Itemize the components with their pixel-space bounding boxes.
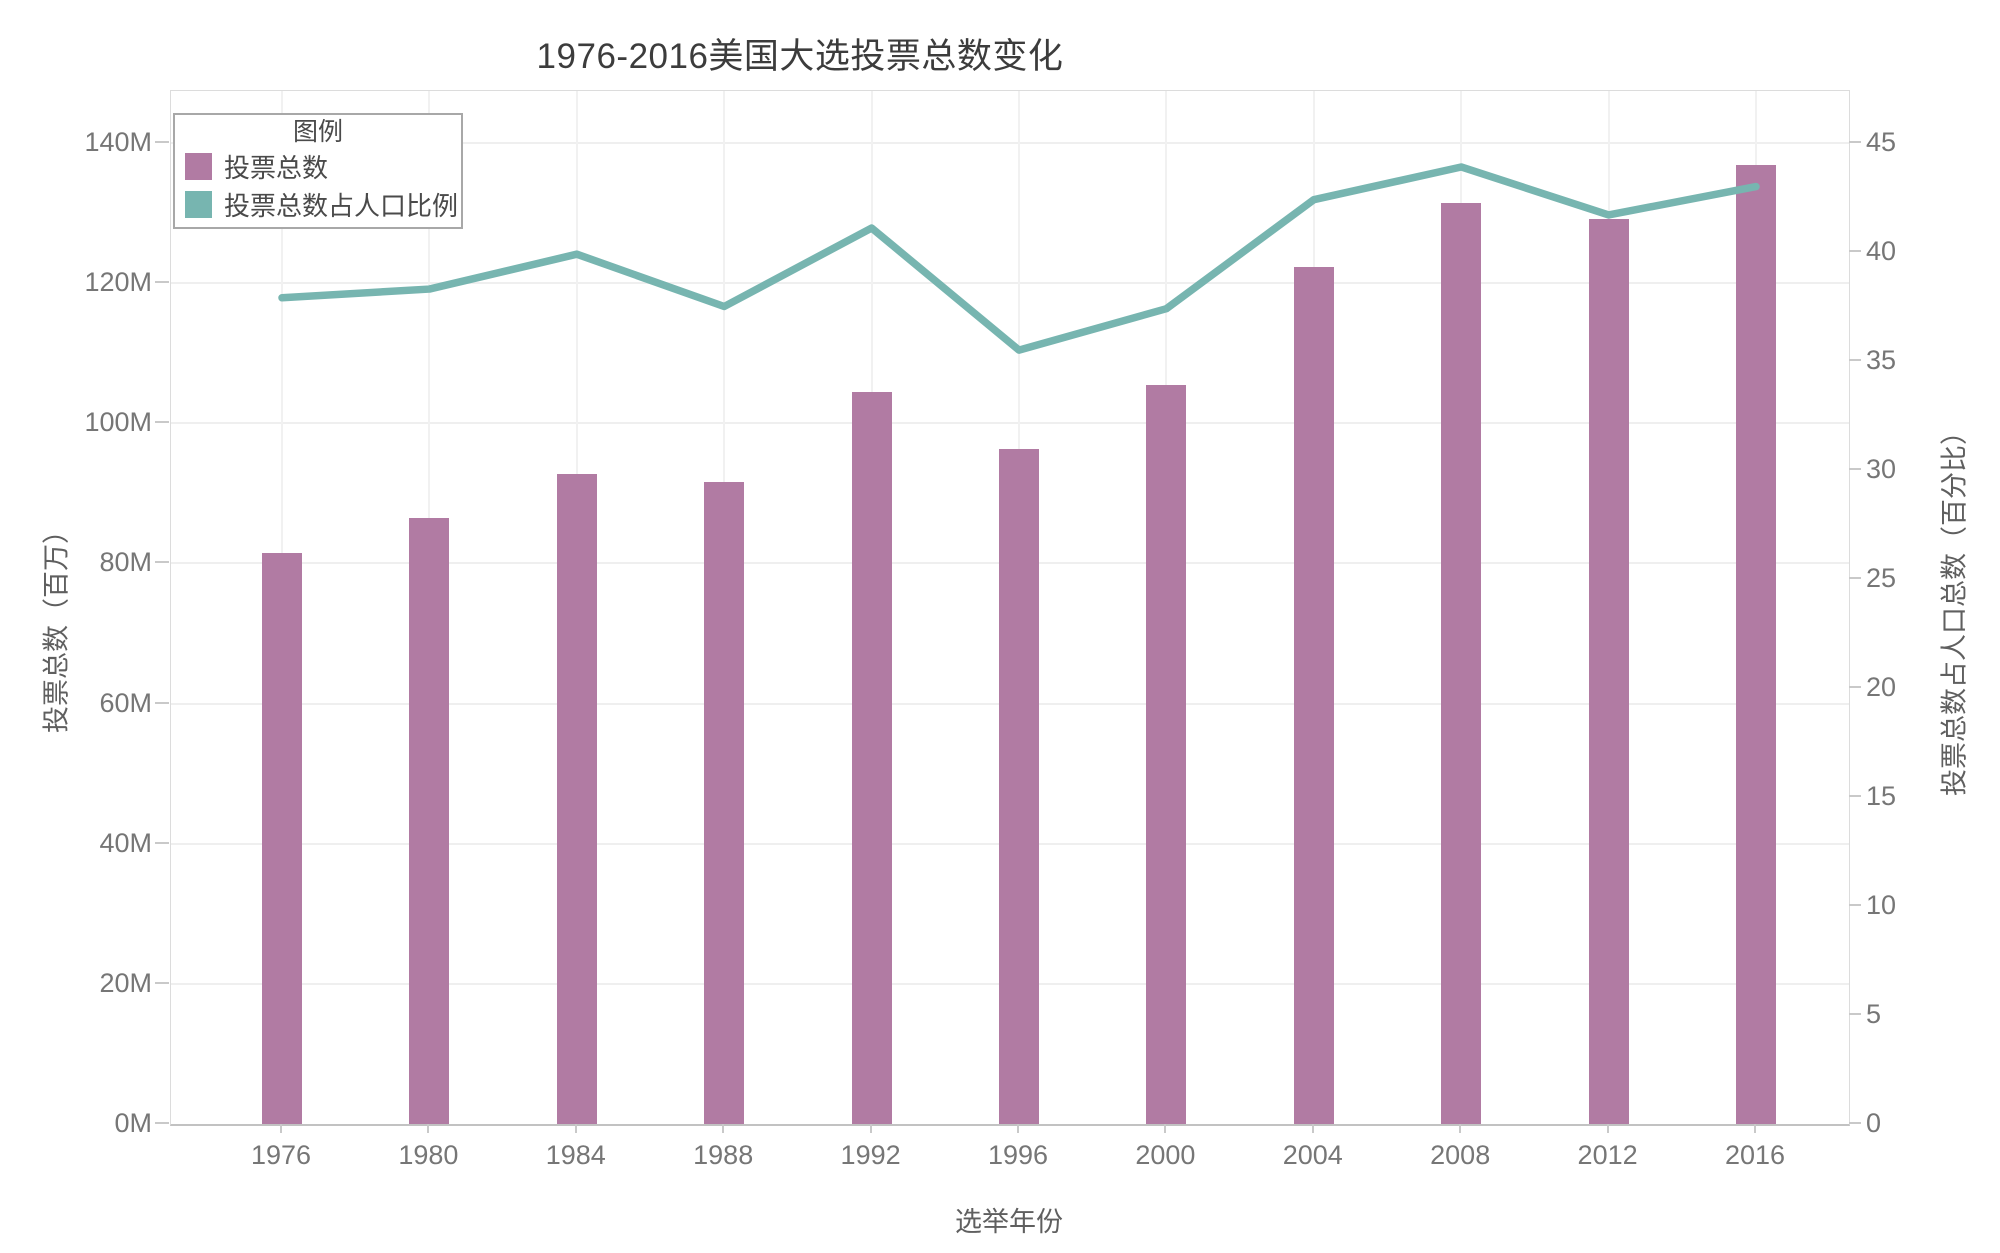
x-axis-tick: [1311, 1124, 1314, 1133]
legend-title: 图例: [292, 118, 343, 146]
y-axis-tick-left: [155, 1122, 169, 1124]
y-axis-tick-label-right: 20: [1866, 672, 1897, 702]
y-axis-tick-label-right: 10: [1866, 890, 1897, 920]
y-axis-tick-label-right: 45: [1866, 127, 1897, 157]
y-axis-tick-left: [155, 421, 169, 424]
gridline-h: [171, 282, 1849, 285]
y-axis-tick-label-right: 0: [1866, 1108, 1882, 1138]
y-axis-tick-right: [1849, 141, 1861, 143]
line-series: [278, 163, 1760, 354]
x-axis-tick-label: 2000: [1135, 1140, 1196, 1170]
x-axis-tick-label: 2008: [1430, 1140, 1491, 1170]
y-axis-tick-label-left: 100M: [84, 407, 152, 438]
y-axis-tick-label-right: 35: [1866, 345, 1897, 375]
bar-2016: [1736, 165, 1776, 1124]
y-axis-tick-right: [1849, 1013, 1861, 1015]
y-axis-tick-label-left: 60M: [99, 687, 152, 718]
y-axis-tick-right: [1849, 904, 1861, 906]
ratio-series-swatch: [185, 190, 212, 218]
bar-1996: [999, 449, 1039, 1124]
x-axis-tick: [722, 1124, 725, 1133]
y-axis-tick-label-left: 120M: [84, 267, 152, 298]
ratio-line: [278, 163, 1760, 354]
y-axis-tick-left: [155, 981, 169, 984]
bar-1980: [409, 517, 450, 1124]
x-axis-tick-label: 1996: [987, 1140, 1049, 1170]
y-axis-tick-right: [1849, 359, 1861, 361]
y-axis-title-left: 投票总数（百万）: [41, 517, 72, 733]
bar-1984: [556, 474, 597, 1124]
y-axis-tick-left: [155, 561, 169, 564]
x-axis-tick: [1459, 1124, 1462, 1133]
plot-area: 图例 投票总数 投票总数占人口比例: [170, 90, 1850, 1126]
legend-item-label: 投票总数占人口比例: [224, 190, 459, 221]
x-axis-tick: [280, 1124, 282, 1133]
x-axis-tick: [1017, 1124, 1019, 1133]
y-axis-tick-right: [1849, 795, 1861, 797]
x-axis-tick-label: 2012: [1577, 1140, 1638, 1170]
x-axis-tick-label: 1992: [840, 1140, 901, 1170]
x-axis-tick-label: 1984: [545, 1140, 606, 1170]
y-axis-tick-label-right: 25: [1866, 563, 1897, 593]
x-axis-tick: [574, 1124, 577, 1133]
x-axis-tick-label: 2016: [1724, 1140, 1786, 1170]
bar-2012: [1588, 219, 1629, 1124]
y-axis-tick-right: [1849, 577, 1861, 579]
votes-series-swatch: [185, 152, 212, 180]
x-axis-tick: [1164, 1124, 1167, 1133]
y-axis-tick-left: [155, 841, 169, 844]
legend-item-votes: 投票总数: [175, 147, 461, 185]
y-axis-tick-left: [155, 281, 169, 284]
legend: 图例 投票总数 投票总数占人口比例: [173, 113, 463, 229]
x-axis-tick-label: 1980: [398, 1140, 459, 1170]
y-axis-tick-right: [1849, 250, 1861, 252]
x-axis-tick: [1754, 1124, 1756, 1133]
x-axis-tick-label: 1988: [693, 1140, 754, 1170]
x-axis-tick: [427, 1124, 430, 1133]
y-axis-tick-label-left: 140M: [84, 127, 152, 157]
gridline-h: [171, 422, 1849, 425]
x-axis-tick-label: 2004: [1282, 1140, 1343, 1170]
y-axis-tick-label-left: 80M: [99, 547, 152, 578]
x-axis-tick: [1606, 1124, 1609, 1133]
y-axis-tick-label-left: 0M: [114, 1108, 152, 1138]
y-axis-tick-left: [155, 701, 169, 704]
legend-item-label: 投票总数: [224, 152, 329, 183]
y-axis-tick-label-right: 15: [1866, 781, 1897, 811]
bar-2000: [1146, 384, 1187, 1124]
y-axis-tick-label-left: 40M: [99, 827, 152, 858]
bar-2004: [1293, 267, 1334, 1124]
y-axis-tick-label-right: 30: [1866, 454, 1897, 484]
y-axis-title-right: 投票总数占人口总数（百分比）: [1939, 418, 1970, 796]
bar-1976: [262, 552, 302, 1124]
bar-1988: [704, 482, 745, 1124]
y-axis-tick-left: [155, 141, 169, 143]
y-axis-tick-label-right: 5: [1866, 999, 1882, 1029]
gridline-h: [171, 142, 1849, 144]
chart-title: 1976-2016美国大选投票总数变化: [536, 37, 1064, 76]
y-axis-tick-label-left: 20M: [99, 967, 152, 998]
y-axis-tick-right: [1849, 468, 1861, 470]
bar-1992: [851, 392, 892, 1124]
bar-2008: [1441, 203, 1482, 1124]
legend-item-vote-ratio: 投票总数占人口比例: [175, 185, 461, 223]
x-axis-tick-label: 1976: [250, 1140, 312, 1170]
x-axis-tick: [869, 1124, 872, 1133]
y-axis-tick-right: [1849, 686, 1861, 688]
y-axis-tick-right: [1849, 1122, 1861, 1124]
x-axis-title: 选举年份: [955, 1207, 1063, 1237]
y-axis-tick-label-right: 40: [1866, 236, 1897, 266]
